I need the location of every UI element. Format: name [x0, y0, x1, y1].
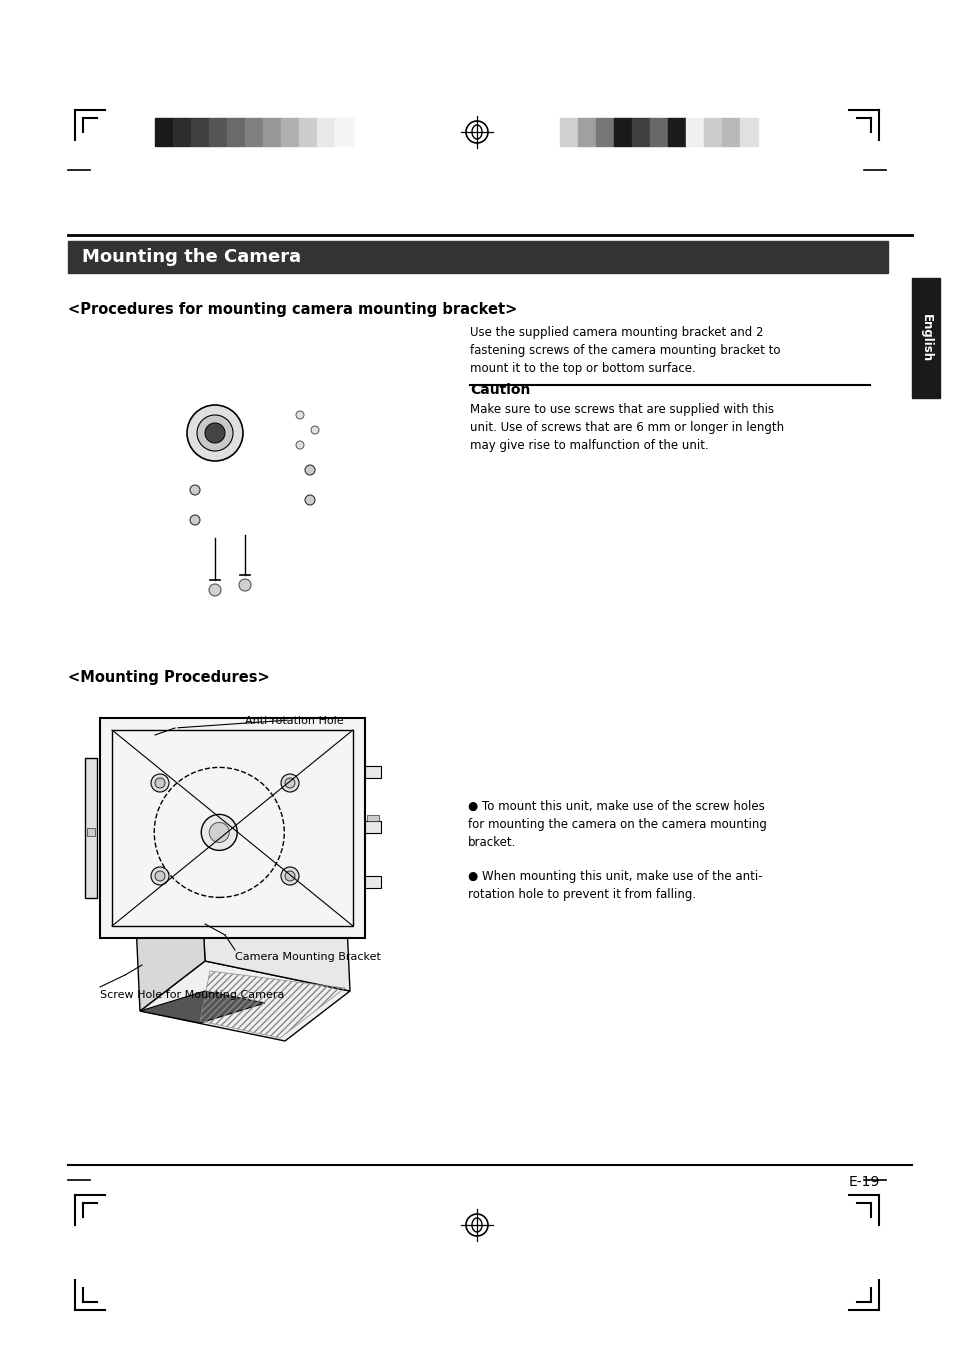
- Bar: [227, 118, 245, 146]
- Circle shape: [305, 465, 314, 476]
- Polygon shape: [140, 961, 350, 1042]
- Bar: [703, 118, 721, 146]
- Bar: [154, 118, 172, 146]
- Bar: [335, 118, 353, 146]
- Text: Camera Mounting Bracket: Camera Mounting Bracket: [234, 952, 380, 962]
- Text: <Mounting Procedures>: <Mounting Procedures>: [68, 670, 270, 685]
- Bar: [100, 717, 365, 938]
- Bar: [316, 118, 335, 146]
- Polygon shape: [135, 851, 205, 1011]
- Circle shape: [190, 485, 200, 494]
- Polygon shape: [200, 851, 350, 992]
- Bar: [631, 118, 649, 146]
- Text: Use the supplied camera mounting bracket and 2
fastening screws of the camera mo: Use the supplied camera mounting bracket…: [470, 326, 780, 376]
- Circle shape: [151, 774, 169, 792]
- Polygon shape: [154, 813, 345, 896]
- Bar: [87, 828, 95, 836]
- Bar: [365, 766, 380, 778]
- Bar: [263, 118, 281, 146]
- Bar: [721, 118, 740, 146]
- Text: <Procedures for mounting camera mounting bracket>: <Procedures for mounting camera mounting…: [68, 303, 517, 317]
- Bar: [367, 815, 378, 821]
- Text: ● When mounting this unit, make use of the anti-
rotation hole to prevent it fro: ● When mounting this unit, make use of t…: [468, 870, 761, 901]
- Bar: [740, 118, 758, 146]
- Circle shape: [285, 871, 294, 881]
- Text: Screw Hole for Mounting Camera: Screw Hole for Mounting Camera: [100, 990, 284, 1000]
- Circle shape: [201, 815, 237, 850]
- Bar: [298, 118, 316, 146]
- Bar: [85, 758, 97, 898]
- Bar: [667, 118, 685, 146]
- Circle shape: [190, 515, 200, 526]
- Circle shape: [209, 584, 221, 596]
- Circle shape: [285, 778, 294, 788]
- Circle shape: [196, 415, 233, 451]
- Bar: [245, 118, 263, 146]
- Bar: [191, 118, 209, 146]
- Bar: [685, 118, 703, 146]
- Circle shape: [305, 494, 314, 505]
- Bar: [649, 118, 667, 146]
- Text: Make sure to use screws that are supplied with this
unit. Use of screws that are: Make sure to use screws that are supplie…: [470, 403, 783, 453]
- Text: Caution: Caution: [470, 382, 530, 397]
- Text: ● To mount this unit, make use of the screw holes
for mounting the camera on the: ● To mount this unit, make use of the sc…: [468, 800, 766, 848]
- Text: English: English: [919, 313, 931, 362]
- Text: E-19: E-19: [848, 1175, 879, 1189]
- Polygon shape: [140, 992, 265, 1023]
- Circle shape: [154, 871, 165, 881]
- Text: Mounting the Camera: Mounting the Camera: [82, 249, 301, 266]
- Bar: [172, 118, 191, 146]
- Text: Anti-rotation Hole: Anti-rotation Hole: [245, 716, 343, 725]
- Bar: [559, 118, 578, 146]
- Bar: [365, 821, 380, 834]
- Circle shape: [281, 867, 298, 885]
- Circle shape: [295, 440, 304, 449]
- Circle shape: [151, 867, 169, 885]
- Circle shape: [187, 405, 243, 461]
- Bar: [596, 118, 614, 146]
- Bar: [281, 118, 298, 146]
- Bar: [911, 278, 939, 399]
- Polygon shape: [135, 813, 160, 901]
- Bar: [614, 118, 631, 146]
- Bar: [365, 875, 380, 888]
- Bar: [578, 118, 596, 146]
- Circle shape: [239, 580, 251, 590]
- Bar: [209, 118, 227, 146]
- Circle shape: [209, 823, 229, 843]
- Bar: [112, 730, 353, 925]
- Circle shape: [311, 426, 318, 434]
- Circle shape: [295, 411, 304, 419]
- Bar: [68, 240, 887, 273]
- Circle shape: [281, 774, 298, 792]
- Circle shape: [154, 778, 165, 788]
- Circle shape: [205, 423, 225, 443]
